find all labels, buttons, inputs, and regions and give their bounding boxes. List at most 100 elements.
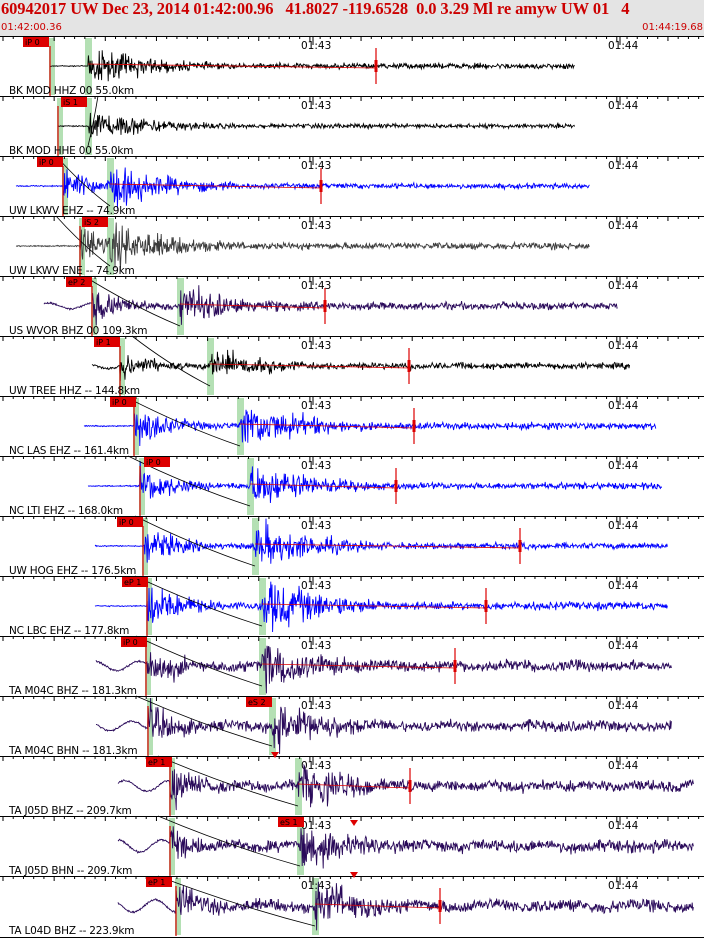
minute-label: 01:43 <box>301 460 331 472</box>
waveform <box>95 697 672 755</box>
pick-badge[interactable] <box>121 637 147 647</box>
coda-line <box>179 303 326 309</box>
pick-label: eS 1 <box>280 818 298 827</box>
coda-marker-head <box>412 420 416 432</box>
coda-line <box>249 483 397 489</box>
minute-label: 01:43 <box>301 700 331 712</box>
p-window-band <box>175 878 181 935</box>
coda-line <box>87 63 377 69</box>
trace-row[interactable] <box>15 215 590 271</box>
station-label: BK MOD HHE 00 55.0km <box>9 145 133 157</box>
pick-badge[interactable] <box>122 577 148 587</box>
minute-label: 01:43 <box>301 580 331 592</box>
s-window-band <box>85 38 92 95</box>
coda-marker-head <box>518 540 522 552</box>
pick-badge[interactable] <box>82 217 108 227</box>
trace-row[interactable] <box>49 48 575 84</box>
arrow-marker <box>350 820 358 826</box>
pick-label: iP 0 <box>119 518 134 527</box>
p-window-band <box>169 818 175 875</box>
minute-label: 01:44 <box>608 520 639 532</box>
minute-label: 01:43 <box>301 760 331 772</box>
waveform <box>91 349 631 381</box>
arrival-curve <box>134 575 263 627</box>
p-window-band <box>147 698 153 755</box>
waveform <box>95 645 672 694</box>
minute-label: 01:43 <box>301 820 331 832</box>
station-label: UW TREE HHZ -- 144.8km <box>9 385 140 397</box>
coda-line <box>239 423 415 429</box>
station-label: TA M04C BHZ -- 181.3km <box>8 685 137 697</box>
minute-label: 01:44 <box>608 760 639 772</box>
arrival-curve <box>127 455 251 507</box>
station-label: TA J05D BHN -- 209.7km <box>8 865 132 877</box>
trace-row[interactable] <box>117 815 694 869</box>
trace-row[interactable] <box>91 335 631 387</box>
pick-badge[interactable] <box>66 277 92 287</box>
waveform <box>94 518 668 564</box>
trace-row[interactable] <box>95 695 672 755</box>
s-window-band <box>107 218 114 275</box>
trace-row[interactable] <box>117 875 694 931</box>
p-window-band <box>133 398 139 455</box>
coda-marker-head <box>453 660 457 672</box>
pick-badge[interactable] <box>110 397 136 407</box>
minute-label: 01:44 <box>608 280 639 292</box>
pick-label: iP 1 <box>96 338 111 347</box>
station-label: UW LKWV EHZ -- 74.9km <box>9 205 135 217</box>
seismogram-panel[interactable]: 01:43 01:44 01:43 01:44 01:43 01:44 01:43 01:44… <box>0 36 704 938</box>
minute-label: 01:44 <box>608 220 639 232</box>
minute-label: 01:44 <box>608 820 639 832</box>
s-window-band <box>259 638 266 695</box>
pick-badge[interactable] <box>278 817 304 827</box>
minute-label: 01:44 <box>608 580 639 592</box>
trace-row[interactable] <box>95 635 672 694</box>
waveform <box>49 50 575 82</box>
arrival-curve <box>55 215 111 267</box>
trace-row[interactable] <box>83 395 657 447</box>
station-label: TA M04C BHN -- 181.3km <box>8 745 137 757</box>
pick-badge[interactable] <box>37 157 63 167</box>
coda-marker-head <box>408 780 412 792</box>
minute-label: 01:44 <box>608 400 639 412</box>
trace-row[interactable] <box>117 755 694 811</box>
minute-label: 01:44 <box>608 40 639 52</box>
pick-badge[interactable] <box>146 757 172 767</box>
arrival-curve <box>135 635 263 687</box>
pick-badge[interactable] <box>246 697 272 707</box>
pick-badge[interactable] <box>94 337 120 347</box>
minute-label: 01:44 <box>608 460 639 472</box>
trace-row[interactable] <box>94 515 668 567</box>
pick-badge[interactable] <box>144 457 170 467</box>
arrow-marker <box>271 752 279 758</box>
pick-badge[interactable] <box>146 877 172 887</box>
pick-label: iP 0 <box>25 38 40 47</box>
coda-marker-head <box>407 360 411 372</box>
minute-label: 01:43 <box>301 340 331 352</box>
trace-row[interactable] <box>43 275 618 327</box>
trace-row[interactable] <box>15 155 590 209</box>
pick-label: iP 0 <box>112 398 127 407</box>
waveform <box>43 285 618 326</box>
trace-row[interactable] <box>87 455 662 507</box>
pick-badge[interactable] <box>61 97 87 107</box>
trace-row[interactable] <box>94 575 668 633</box>
minute-label: 01:43 <box>301 280 331 292</box>
event-title: 60942017 UW Dec 23, 2014 01:42:00.96 41.… <box>1 0 630 18</box>
coda-line <box>261 663 456 669</box>
pick-badge[interactable] <box>117 517 143 527</box>
coda-marker-head <box>484 600 488 612</box>
pick-label: eS 2 <box>248 698 266 707</box>
station-label: UW HOG EHZ -- 176.5km <box>9 565 136 577</box>
pick-badge[interactable] <box>23 37 49 47</box>
waveform <box>83 409 657 447</box>
minute-label: 01:44 <box>608 700 639 712</box>
minute-label: 01:43 <box>301 400 331 412</box>
arrival-curve <box>83 275 181 327</box>
arrival-curve <box>135 695 273 747</box>
waveform <box>87 461 662 504</box>
trace-row[interactable] <box>57 95 576 147</box>
station-label: NC LBC EHZ -- 177.8km <box>9 625 129 637</box>
coda-marker-head <box>323 300 327 312</box>
coda-line <box>209 363 410 369</box>
